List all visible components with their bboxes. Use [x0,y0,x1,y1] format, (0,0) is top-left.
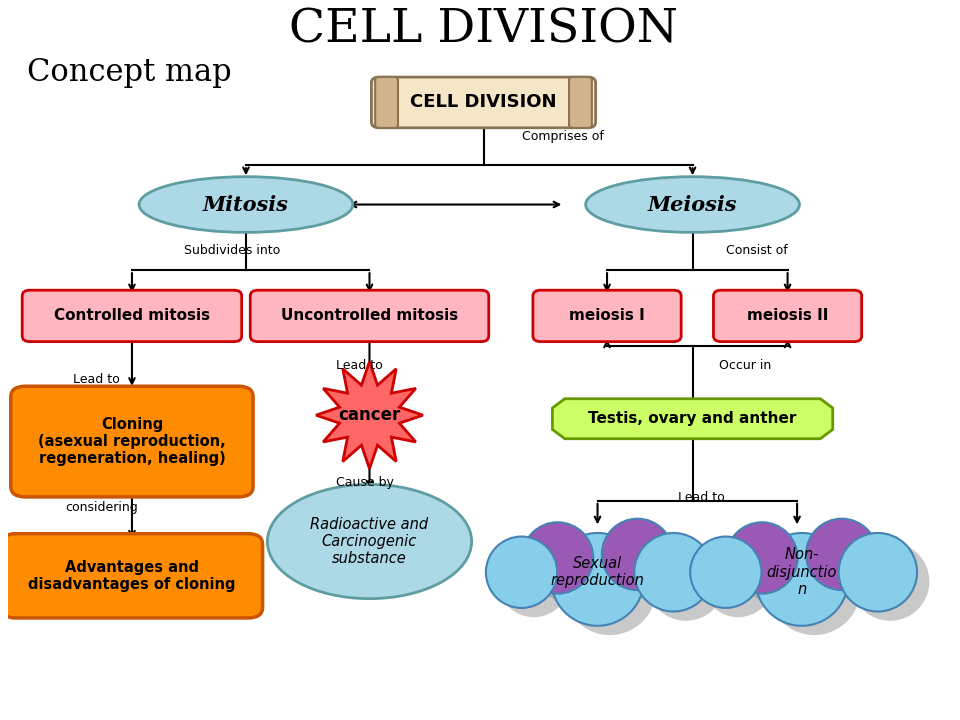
Text: CELL DIVISION: CELL DIVISION [410,94,557,112]
Text: Mitosis: Mitosis [203,194,289,215]
Text: Subdivides into: Subdivides into [184,245,280,258]
Ellipse shape [703,546,774,617]
Ellipse shape [635,533,712,611]
FancyBboxPatch shape [22,290,242,341]
FancyBboxPatch shape [1,534,263,618]
Text: Non-
disjunctio
n: Non- disjunctio n [767,547,837,597]
Text: Cloning
(asexual reproduction,
regeneration, healing): Cloning (asexual reproduction, regenerat… [38,417,226,467]
Ellipse shape [851,542,929,621]
Ellipse shape [756,533,848,626]
Text: considering: considering [65,502,138,515]
Text: Lead to: Lead to [336,359,383,372]
Text: Testis, ovary and anther: Testis, ovary and anther [588,411,797,426]
FancyBboxPatch shape [569,77,591,128]
Ellipse shape [139,176,353,233]
Ellipse shape [738,531,810,603]
Text: meiosis I: meiosis I [569,308,645,323]
Ellipse shape [819,528,890,599]
Text: Lead to: Lead to [679,491,725,504]
Polygon shape [316,361,423,469]
Ellipse shape [522,522,593,594]
Ellipse shape [564,542,657,635]
Text: Controlled mitosis: Controlled mitosis [54,308,210,323]
Text: Uncontrolled mitosis: Uncontrolled mitosis [281,308,458,323]
Text: Meiosis: Meiosis [648,194,737,215]
Polygon shape [552,399,832,438]
Ellipse shape [498,546,569,617]
FancyBboxPatch shape [533,290,682,341]
Text: CELL DIVISION: CELL DIVISION [289,7,678,53]
Ellipse shape [647,542,725,621]
Ellipse shape [690,536,761,608]
Text: Lead to: Lead to [73,373,120,386]
Text: Advantages and
disadvantages of cloning: Advantages and disadvantages of cloning [28,559,236,592]
FancyBboxPatch shape [251,290,489,341]
Text: Radioactive and
Carcinogenic
substance: Radioactive and Carcinogenic substance [310,517,428,567]
Ellipse shape [602,518,673,590]
Text: Consist of: Consist of [726,245,787,258]
Text: meiosis II: meiosis II [747,308,828,323]
Text: Comprises of: Comprises of [521,130,604,143]
Ellipse shape [535,531,606,603]
Text: Occur in: Occur in [719,359,772,372]
Ellipse shape [486,536,557,608]
Ellipse shape [768,542,860,635]
Text: Sexual
reproduction: Sexual reproduction [551,556,644,588]
Ellipse shape [551,533,644,626]
Ellipse shape [839,533,917,611]
Ellipse shape [727,522,798,594]
Ellipse shape [806,518,877,590]
FancyBboxPatch shape [375,77,398,128]
FancyBboxPatch shape [713,290,862,341]
Ellipse shape [586,176,800,233]
Text: Cause by: Cause by [336,477,395,490]
Ellipse shape [267,485,471,598]
FancyBboxPatch shape [372,77,595,127]
Ellipse shape [614,528,685,599]
Text: Concept map: Concept map [28,57,232,88]
FancyBboxPatch shape [11,386,253,497]
Text: cancer: cancer [338,406,400,424]
